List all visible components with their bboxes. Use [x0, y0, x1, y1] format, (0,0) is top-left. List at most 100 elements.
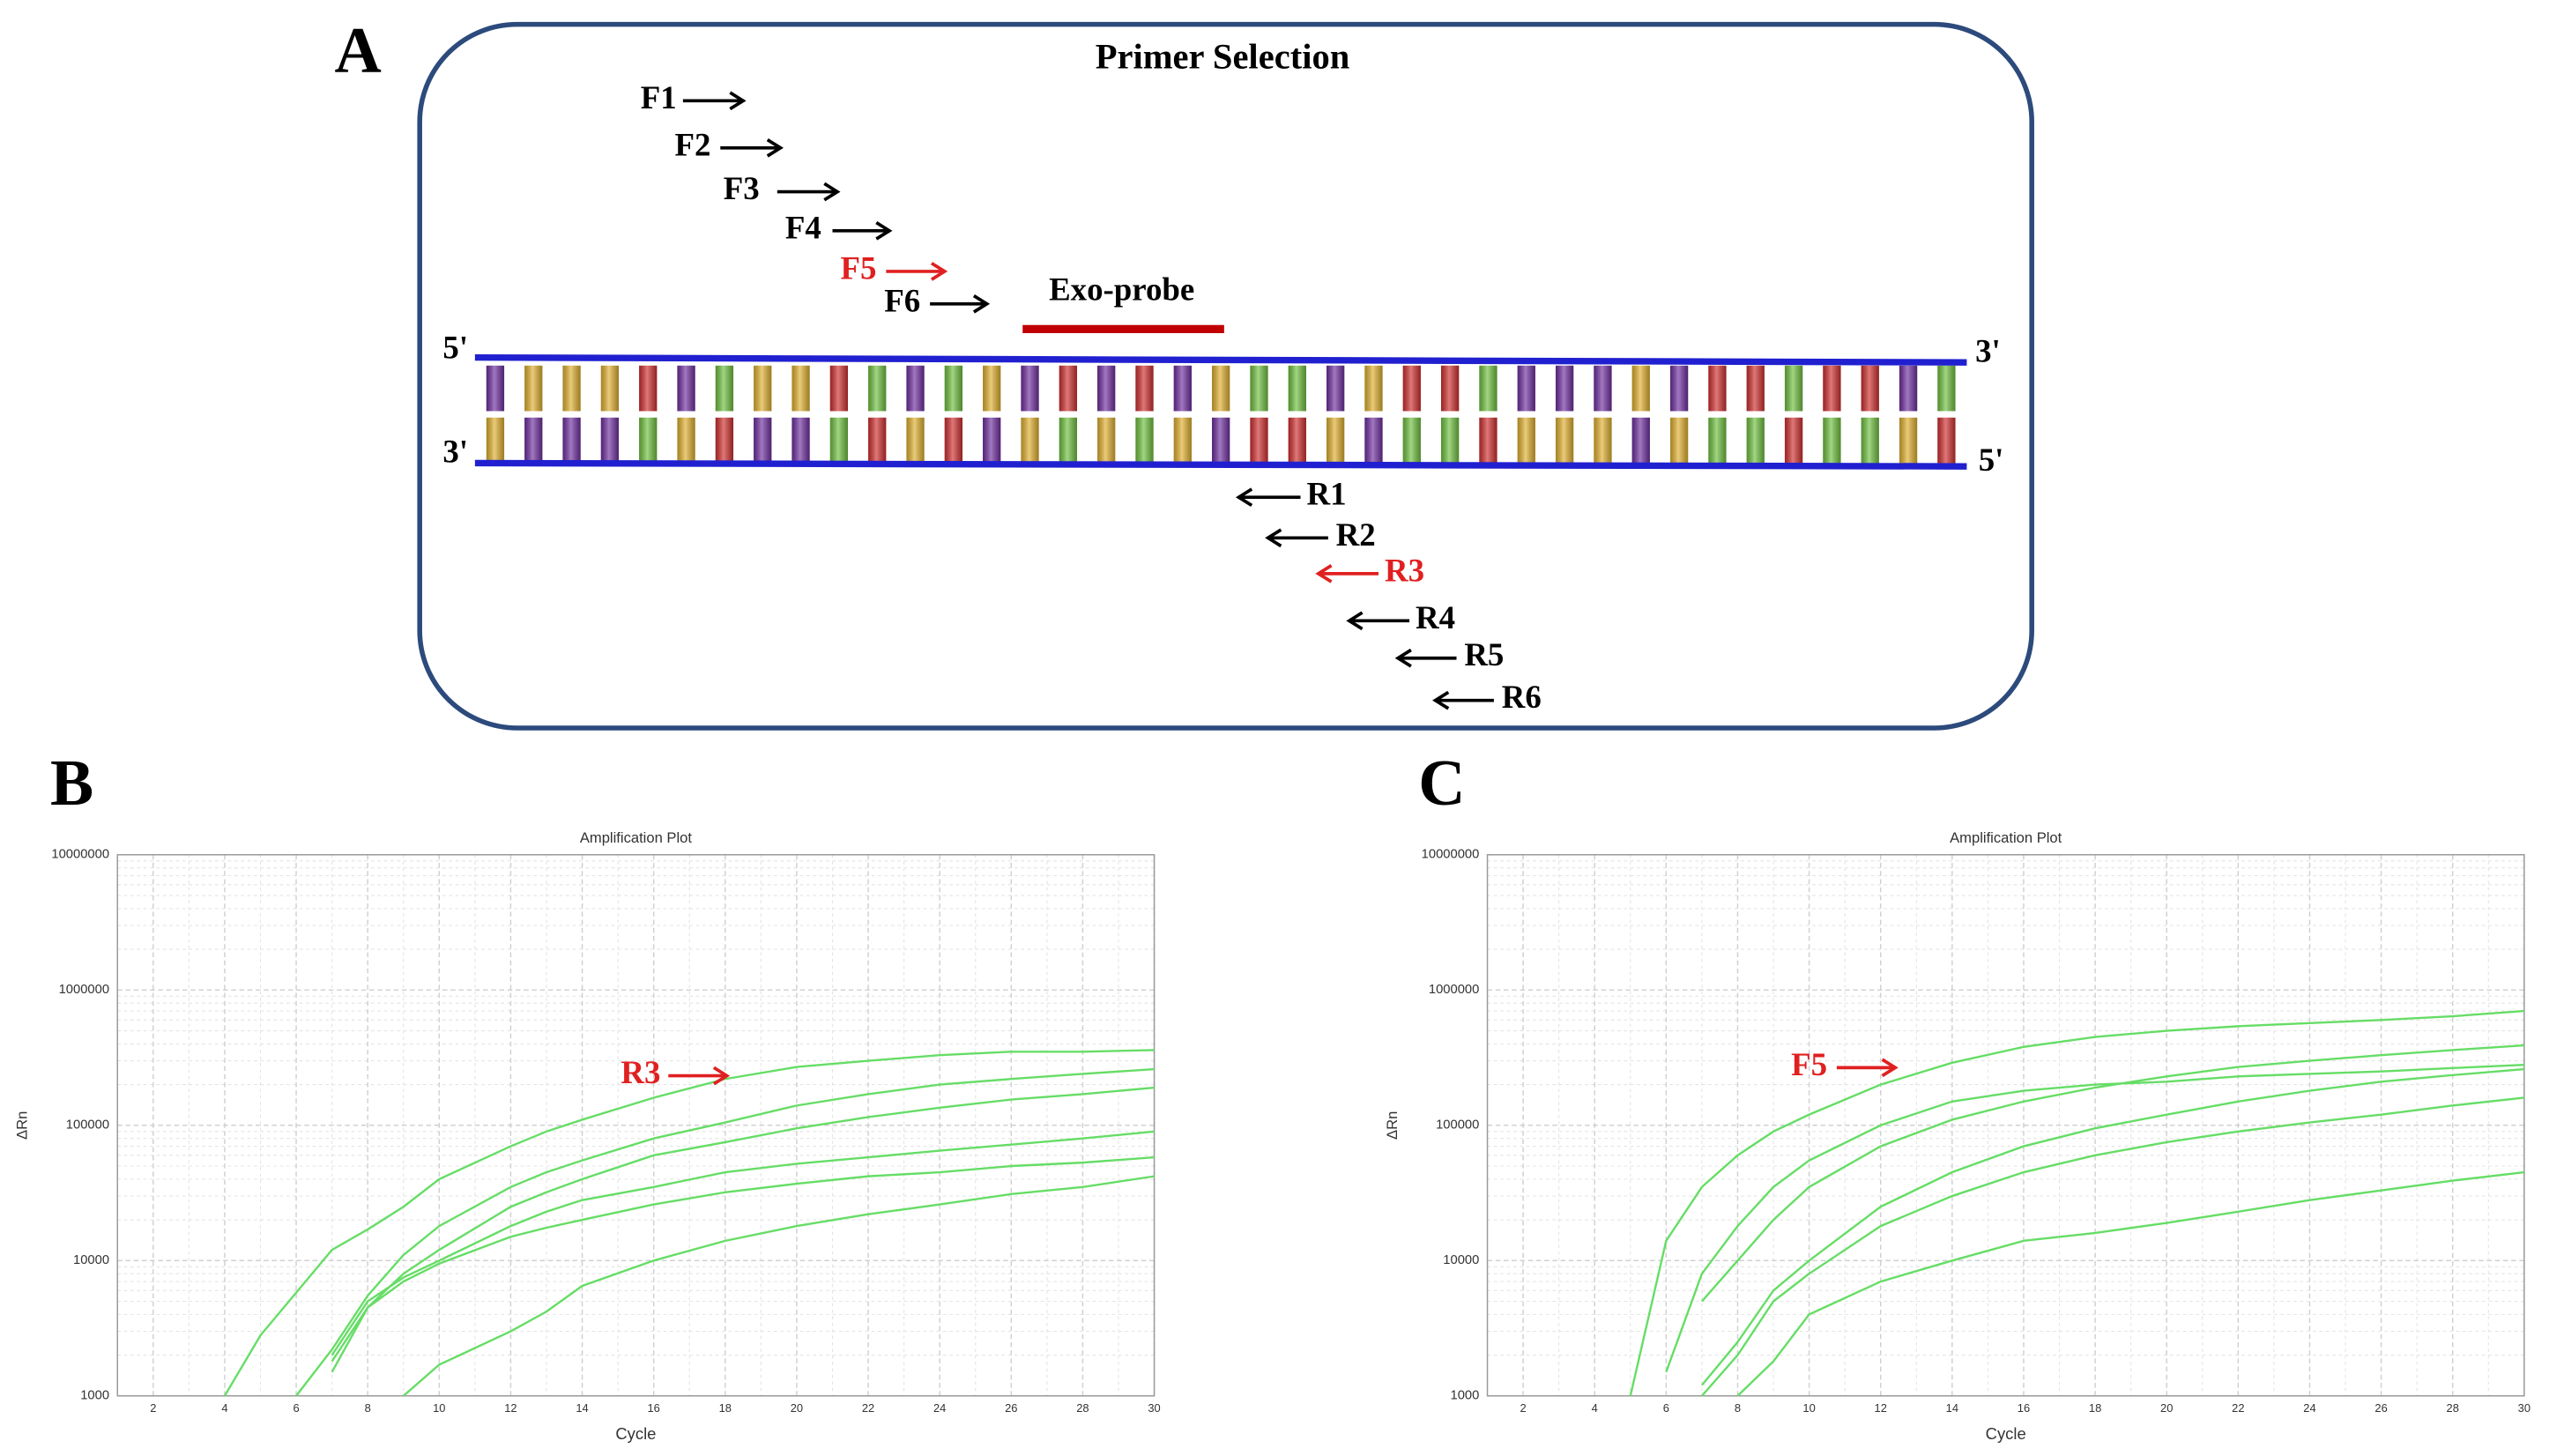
panel-title: Primer Selection	[1096, 37, 1350, 77]
amplification-curve	[331, 1130, 1155, 1356]
x-tick-label: 2	[150, 1401, 156, 1415]
base-shade	[524, 417, 543, 464]
base-shade	[1708, 417, 1727, 464]
amplification-curve	[1736, 1170, 2524, 1396]
x-tick-label: 14	[576, 1401, 588, 1415]
base-shade	[1212, 417, 1230, 464]
y-tick-label: 1000000	[1429, 983, 1479, 997]
base-shade	[524, 365, 543, 412]
amplification-curve	[402, 1175, 1155, 1396]
reverse-primer-label: R1	[1306, 476, 1346, 512]
base-shade	[906, 417, 925, 464]
x-tick-label: 20	[791, 1401, 803, 1415]
x-axis-label: Cycle	[1986, 1424, 2026, 1443]
base-shade	[1059, 417, 1077, 464]
base-shade	[983, 417, 1001, 464]
reverse-arrow-head	[1315, 564, 1333, 583]
base-shade	[868, 365, 887, 412]
bottom-strand	[474, 459, 1967, 470]
panel-label: A	[334, 13, 381, 85]
x-tick-label: 26	[2374, 1401, 2387, 1415]
base-shade	[791, 417, 810, 464]
y-tick-label: 10000	[1443, 1253, 1479, 1267]
base-shade	[1135, 417, 1154, 464]
base-shade	[1479, 365, 1497, 412]
x-tick-label: 24	[933, 1401, 946, 1415]
forward-arrow-head	[729, 91, 747, 111]
base-shade	[1097, 365, 1116, 412]
x-tick-label: 12	[504, 1401, 516, 1415]
forward-primer-label: F1	[641, 79, 677, 115]
base-shade	[1212, 365, 1230, 412]
annotation-label: R3	[621, 1054, 660, 1090]
base-shade	[1250, 365, 1268, 412]
base-shade	[1517, 365, 1535, 412]
strand-end-label: 5'	[442, 330, 468, 366]
reverse-arrow-head	[1394, 648, 1412, 668]
x-tick-label: 24	[2303, 1401, 2315, 1415]
x-tick-label: 16	[648, 1401, 660, 1415]
base-shade	[562, 365, 581, 412]
y-axis-label: ΔRn	[1384, 1111, 1401, 1140]
base-shade	[562, 417, 581, 464]
x-tick-label: 26	[1005, 1401, 1017, 1415]
base-shade	[1327, 417, 1345, 464]
reverse-primer-label: R4	[1416, 599, 1455, 635]
y-tick-label: 100000	[66, 1118, 109, 1133]
y-tick-label: 1000	[1450, 1389, 1479, 1403]
amplification-curve	[1629, 1009, 2524, 1396]
amplification-curve	[1701, 1044, 2524, 1303]
forward-arrow-head	[930, 262, 948, 281]
base-shade	[1288, 417, 1306, 464]
plot-frame	[1486, 854, 2525, 1397]
y-tick-label: 10000000	[51, 848, 109, 862]
x-tick-label: 22	[862, 1401, 874, 1415]
y-axis-label: ΔRn	[14, 1111, 31, 1140]
x-tick-label: 4	[1592, 1401, 1598, 1415]
amplification-curve	[295, 1067, 1155, 1396]
base-shade	[1784, 365, 1803, 412]
forward-primer-label: F5	[841, 249, 877, 286]
base-shade	[1631, 365, 1650, 412]
base-shade	[1250, 417, 1268, 464]
y-tick-label: 1000	[80, 1389, 109, 1403]
base-shade	[639, 365, 658, 412]
amplification-curve	[1700, 1067, 2524, 1386]
probe-bar	[1022, 324, 1224, 333]
base-shade	[600, 365, 620, 412]
panel-frame	[417, 21, 2034, 731]
reverse-arrow-head	[1235, 487, 1253, 507]
x-tick-label: 6	[1663, 1401, 1669, 1415]
base-shade	[486, 417, 505, 464]
base-shade	[1288, 365, 1306, 412]
base-shade	[1173, 365, 1192, 412]
reverse-primer-label: R6	[1502, 679, 1542, 715]
forward-arrow-head	[823, 182, 841, 202]
forward-arrow-head	[766, 137, 784, 158]
base-shade	[944, 365, 962, 412]
base-shade	[1669, 417, 1689, 464]
y-tick-label: 100000	[1436, 1118, 1479, 1133]
x-tick-label: 6	[293, 1401, 299, 1415]
amplification-curve	[1701, 1096, 2524, 1396]
base-shade	[1517, 417, 1535, 464]
x-tick-label: 2	[1520, 1401, 1527, 1415]
base-shade	[715, 365, 734, 412]
amplification-curve	[331, 1155, 1155, 1363]
x-axis-label: Cycle	[615, 1424, 656, 1443]
strand-end-label: 3'	[1975, 332, 2001, 368]
y-tick-label: 10000000	[1422, 848, 1480, 862]
annotation-arrow-head	[712, 1066, 731, 1086]
top-strand	[474, 353, 1967, 366]
base-shade	[1899, 365, 1918, 412]
annotation-arrow-head	[1881, 1058, 1899, 1078]
base-shade	[1746, 365, 1765, 412]
forward-primer-label: F4	[785, 209, 821, 245]
base-shade	[829, 365, 849, 412]
base-shade	[906, 365, 925, 412]
base-shade	[1364, 365, 1383, 412]
x-tick-label: 30	[2518, 1401, 2530, 1415]
strand-end-label: 5'	[1979, 442, 2004, 478]
base-shade	[1823, 417, 1841, 464]
